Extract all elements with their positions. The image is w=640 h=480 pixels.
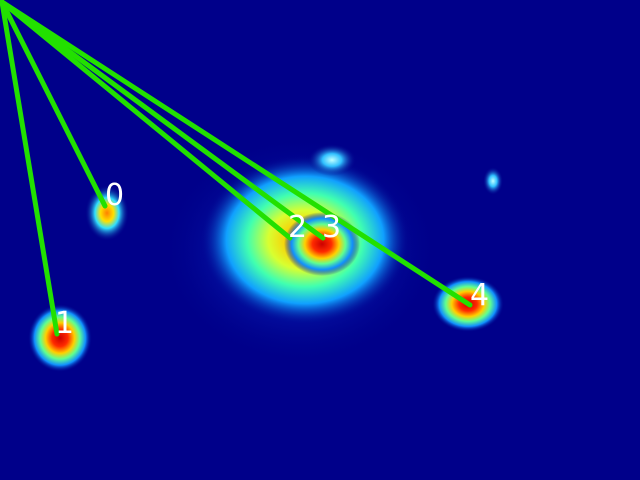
heat-blob-1 — [28, 304, 92, 372]
heat-blob-hotspot — [284, 212, 360, 276]
point-label-0: 0 — [105, 178, 125, 213]
point-label-4: 4 — [470, 278, 490, 313]
point-label-2: 2 — [288, 210, 308, 245]
point-label-1: 1 — [55, 306, 75, 341]
connector-line-1 — [0, 0, 60, 337]
connector-line-2 — [0, 0, 293, 241]
connector-line-4 — [0, 0, 473, 308]
point-label-3: 3 — [322, 210, 342, 245]
connector-line-0 — [0, 0, 108, 209]
connector-line-3 — [0, 0, 326, 241]
heat-blob-right-small — [483, 167, 503, 195]
heat-blob-0 — [85, 185, 129, 241]
heat-blob-top — [308, 144, 356, 176]
